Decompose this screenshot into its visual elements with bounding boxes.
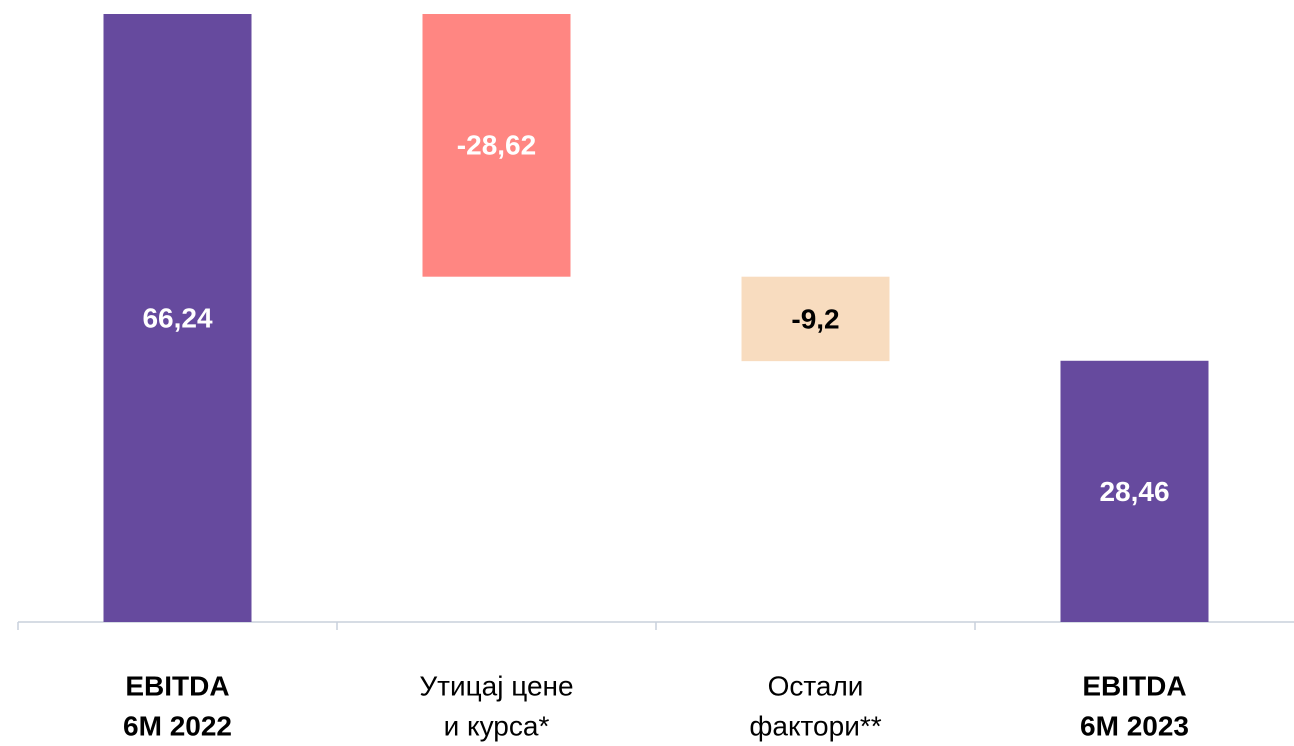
- value-label: 28,46: [1099, 476, 1169, 507]
- x-tick-label: и курса*: [444, 710, 550, 741]
- x-tick-label: Утицај цене: [419, 670, 573, 701]
- bar: [103, 14, 252, 622]
- x-tick-label: 6M 2023: [1080, 710, 1189, 741]
- bar: [1060, 360, 1209, 622]
- value-label: 66,24: [142, 302, 212, 333]
- value-label: -9,2: [791, 303, 839, 334]
- x-tick-label: EBITDA: [1082, 670, 1186, 701]
- bar: [422, 14, 571, 277]
- value-label: -28,62: [457, 130, 536, 161]
- x-tick-label: 6M 2022: [123, 710, 232, 741]
- x-tick-label: EBITDA: [125, 670, 229, 701]
- bar: [741, 276, 890, 362]
- x-tick-label: Остали: [768, 670, 864, 701]
- x-tick-label: фактори**: [749, 710, 881, 741]
